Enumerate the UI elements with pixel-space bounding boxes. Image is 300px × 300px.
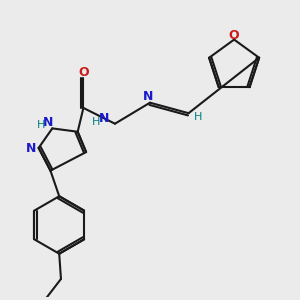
Text: N: N bbox=[26, 142, 36, 155]
Text: N: N bbox=[98, 112, 109, 125]
Text: N: N bbox=[143, 90, 153, 103]
Text: N: N bbox=[43, 116, 53, 129]
Text: O: O bbox=[79, 66, 89, 80]
Text: H: H bbox=[194, 112, 202, 122]
Text: O: O bbox=[229, 29, 239, 42]
Text: H: H bbox=[37, 120, 45, 130]
Text: H: H bbox=[92, 117, 100, 127]
